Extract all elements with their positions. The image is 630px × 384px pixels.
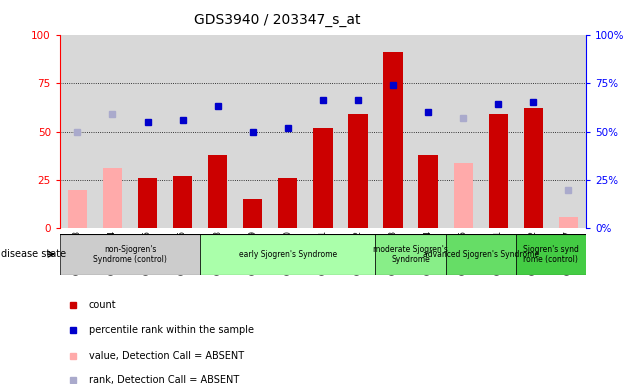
Bar (489, 114, 508, 228)
Bar (524, 108, 543, 228)
Text: rank, Detection Call = ABSENT: rank, Detection Call = ABSENT (89, 375, 239, 384)
Text: moderate Sjogren's
Syndrome: moderate Sjogren's Syndrome (373, 245, 448, 264)
Text: advanced Sjogren's Syndrome: advanced Sjogren's Syndrome (423, 250, 539, 259)
Bar (375, 234, 445, 275)
Bar (516, 234, 586, 275)
Text: disease state: disease state (1, 249, 66, 259)
Text: non-Sjogren's
Syndrome (control): non-Sjogren's Syndrome (control) (93, 245, 167, 264)
Bar (173, 176, 192, 228)
Text: Sjogren's synd
rome (control): Sjogren's synd rome (control) (523, 245, 579, 264)
Bar (208, 155, 227, 228)
Bar (68, 190, 87, 228)
Bar (445, 234, 516, 275)
Bar (418, 155, 438, 228)
Text: GDS3940 / 203347_s_at: GDS3940 / 203347_s_at (194, 13, 360, 27)
Bar (243, 199, 262, 228)
Text: value, Detection Call = ABSENT: value, Detection Call = ABSENT (89, 351, 244, 361)
Text: percentile rank within the sample: percentile rank within the sample (89, 325, 254, 335)
Bar (313, 127, 333, 228)
Bar (138, 178, 157, 228)
Bar (559, 217, 578, 228)
Bar (384, 52, 403, 228)
Text: count: count (89, 300, 117, 310)
Bar (103, 168, 122, 228)
Text: early Sjogren's Syndrome: early Sjogren's Syndrome (239, 250, 337, 259)
Bar (348, 114, 367, 228)
Bar (200, 234, 375, 275)
Bar (60, 234, 200, 275)
Bar (454, 162, 472, 228)
Bar (278, 178, 297, 228)
